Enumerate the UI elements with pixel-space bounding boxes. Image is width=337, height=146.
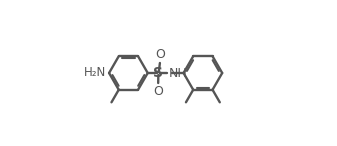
Text: O: O (155, 48, 165, 61)
Text: NH: NH (169, 67, 187, 80)
Text: O: O (153, 85, 163, 98)
Text: H₂N: H₂N (84, 66, 106, 79)
Text: S: S (153, 66, 163, 80)
